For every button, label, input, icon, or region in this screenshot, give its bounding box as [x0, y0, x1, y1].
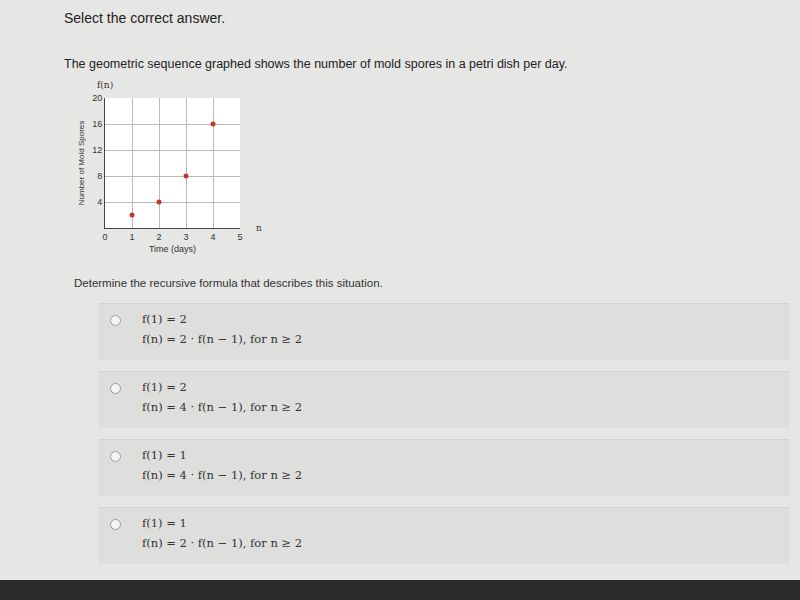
html-text:f(n) = 4 · f(n − 1), for n ≥ 2: f(n) = 4 · f(n − 1), for n ≥ 2 — [142, 400, 303, 414]
html-text:f(n) = 4 · f(n − 1), for n ≥ 2: f(n) = 4 · f(n − 1), for n ≥ 2 — [142, 468, 303, 482]
svg-text:16: 16 — [92, 119, 102, 129]
html-text:f(1) = 1: f(1) = 1 — [142, 448, 187, 462]
svg-text:1: 1 — [129, 232, 134, 242]
svg-text:20: 20 — [92, 93, 102, 103]
html-text:Select the correct answer.: Select the correct answer. — [64, 10, 226, 26]
svg-text:Time (days): Time (days) — [149, 244, 196, 254]
html-text:f(n) = 2 · f(n − 1), for n ≥ 2: f(n) = 2 · f(n − 1), for n ≥ 2 — [142, 332, 303, 346]
svg-text:4: 4 — [210, 232, 215, 242]
html-text:Determine the recursive formul: Determine the recursive formula that des… — [74, 277, 383, 289]
svg-text:3: 3 — [183, 232, 188, 242]
svg-text:0: 0 — [102, 232, 107, 242]
html-text:The geometric sequence graphed: The geometric sequence graphed shows the… — [64, 57, 568, 71]
svg-text:4: 4 — [97, 197, 102, 207]
html-text:f(1) = 2: f(1) = 2 — [142, 312, 187, 326]
svg-text:Number of Mold Spores: Number of Mold Spores — [77, 121, 86, 205]
svg-text:f(n): f(n) — [97, 80, 113, 90]
svg-text:12: 12 — [92, 145, 102, 155]
html-text:f(1) = 2: f(1) = 2 — [142, 380, 187, 394]
svg-text:5: 5 — [237, 232, 242, 242]
svg-text:8: 8 — [97, 171, 102, 181]
svg-text:2: 2 — [156, 232, 161, 242]
svg-text:n: n — [256, 223, 262, 233]
html-text:f(n) = 2 · f(n − 1), for n ≥ 2: f(n) = 2 · f(n − 1), for n ≥ 2 — [142, 536, 303, 550]
html-text:f(1) = 1: f(1) = 1 — [142, 516, 187, 530]
